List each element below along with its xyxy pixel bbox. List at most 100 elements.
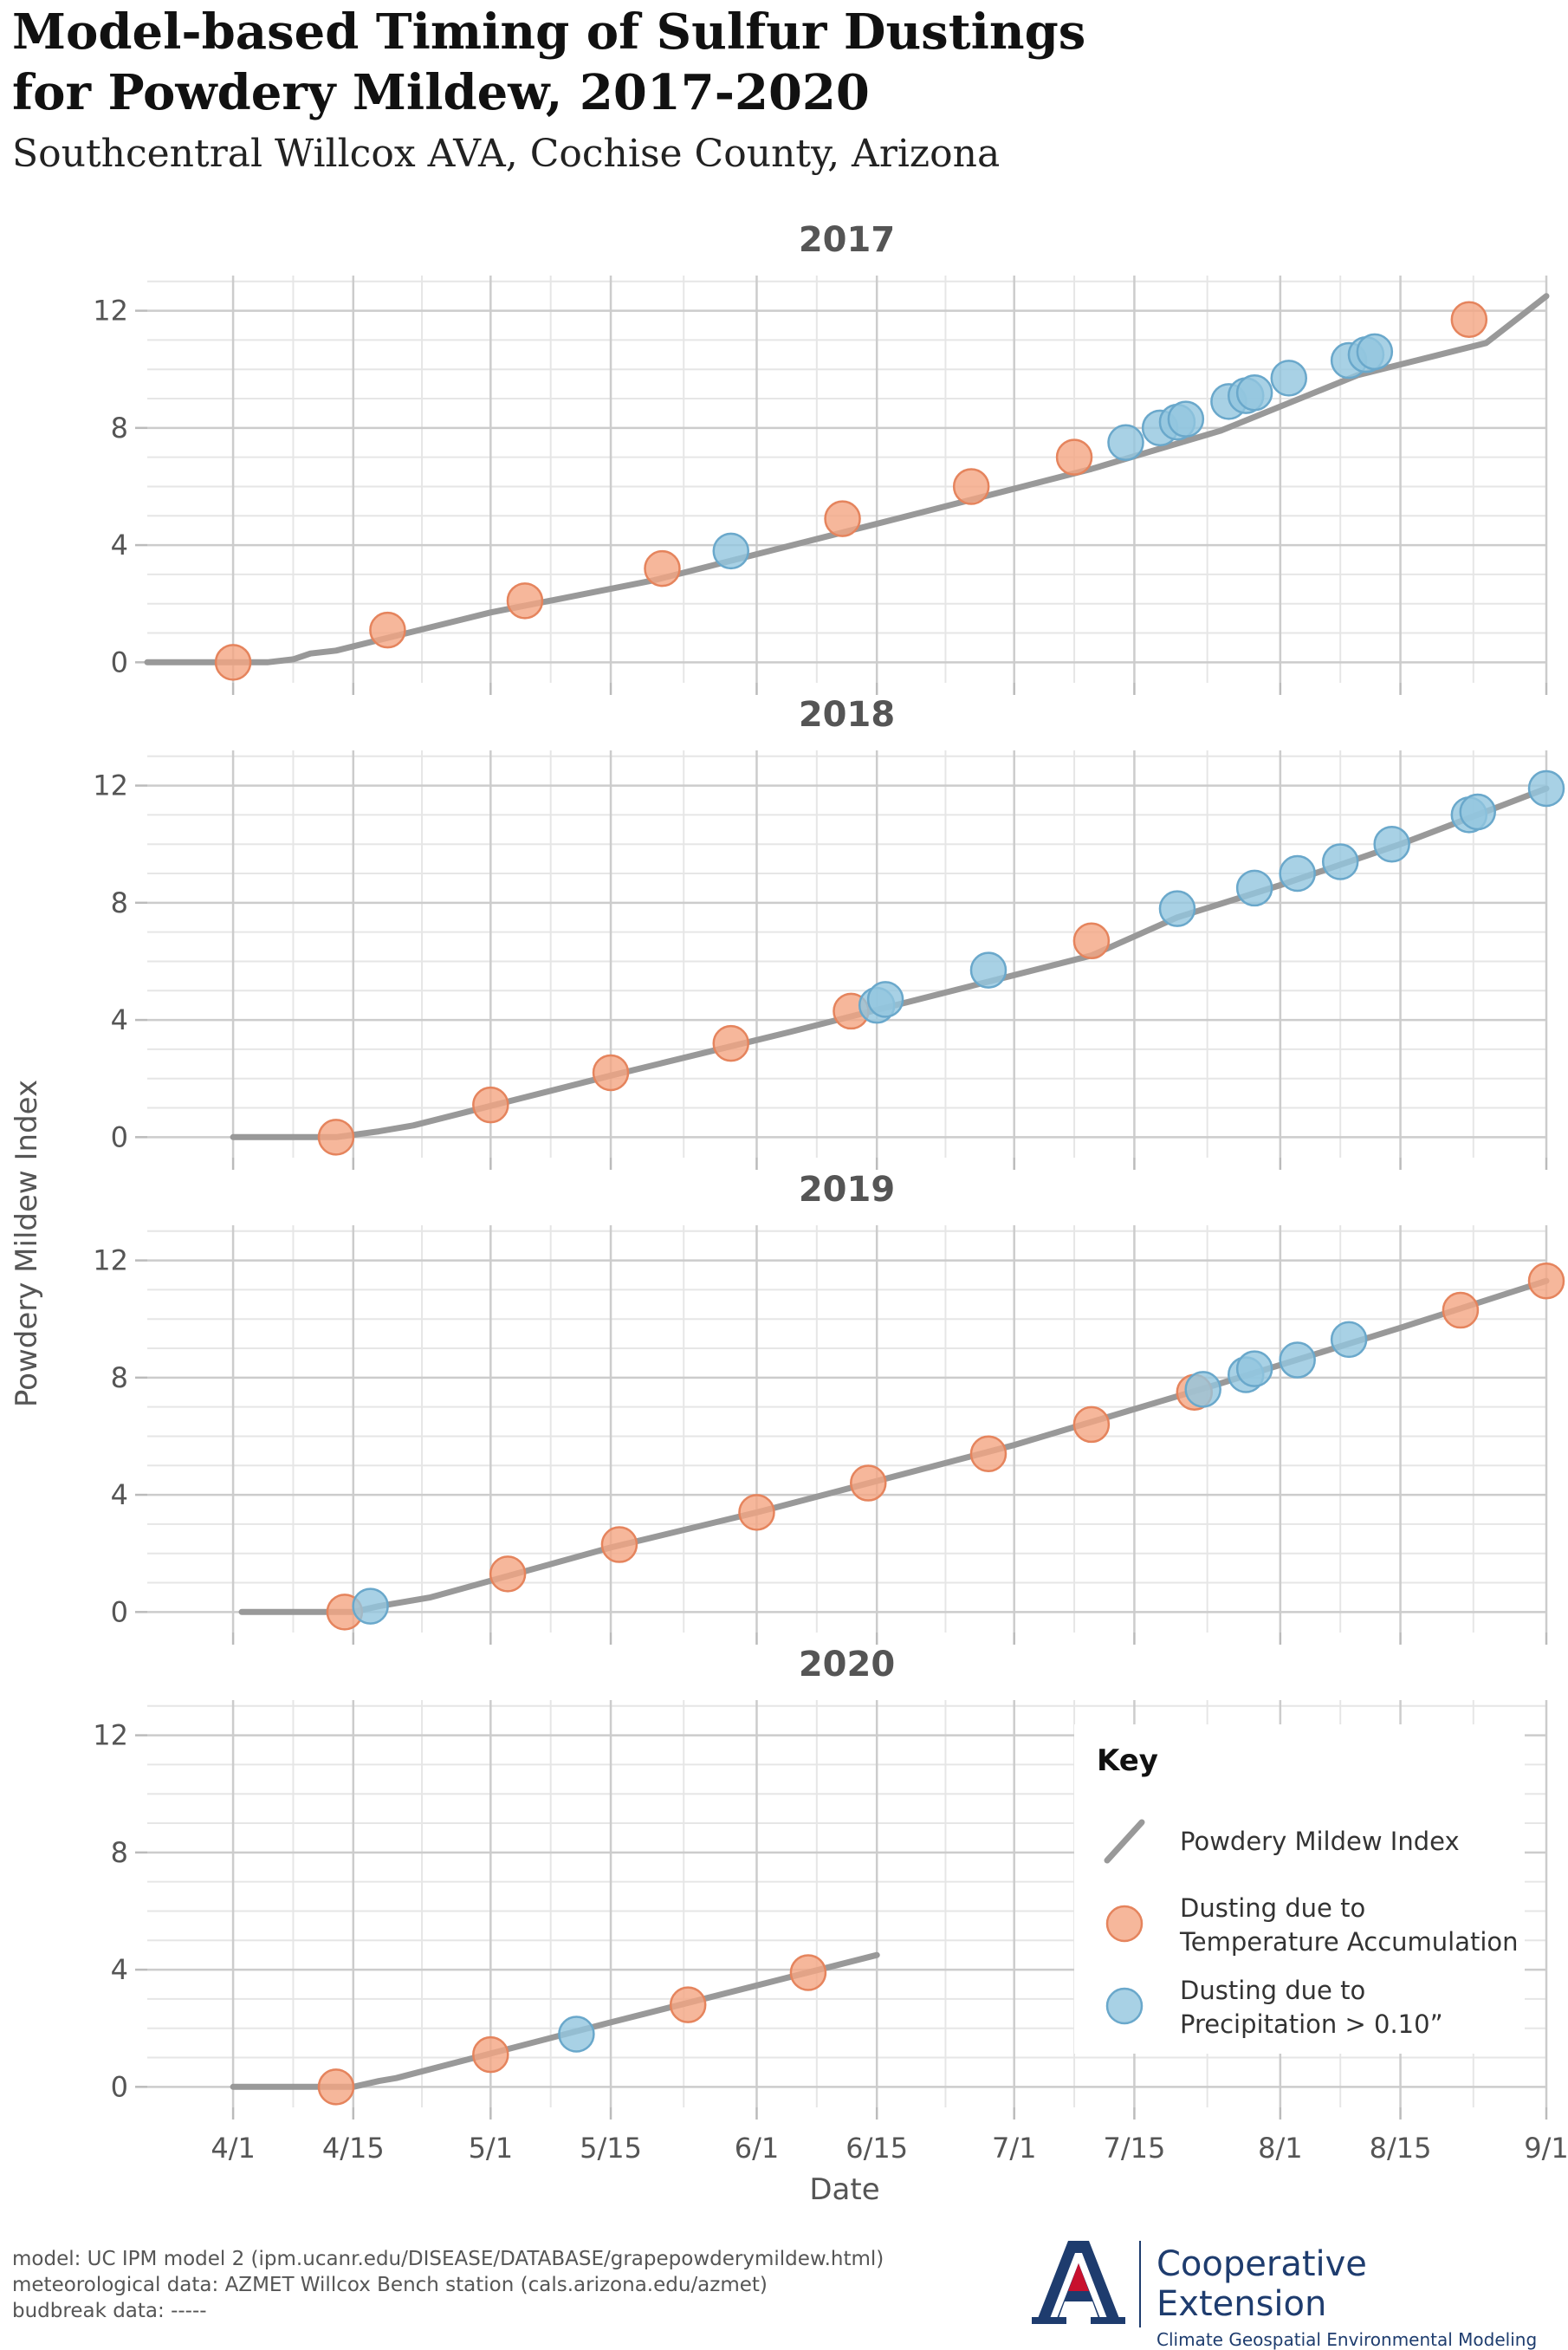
dusting-temperature-point	[952, 468, 990, 505]
logo-divider	[1139, 2241, 1141, 2327]
dusting-precipitation-point	[1235, 869, 1273, 907]
dusting-precipitation-point	[1373, 825, 1410, 863]
legend-label: Dusting due to	[1180, 1976, 1365, 2005]
dusting-precipitation-point	[712, 532, 749, 570]
dusting-temperature-point	[317, 1119, 355, 1156]
dusting-precipitation-point	[1459, 793, 1496, 831]
legend-title: Key	[1097, 1743, 1158, 1778]
chart-title-line1: Model-based Timing of Sulfur Dustings	[12, 3, 1086, 61]
y-tick-label: 4	[111, 1003, 128, 1036]
dusting-precipitation-point	[1356, 333, 1394, 371]
footer-notes: model: UC IPM model 2 (ipm.ucanr.edu/DIS…	[12, 2246, 884, 2324]
university-a-logo-icon	[1032, 2241, 1125, 2324]
dusting-temperature-point	[489, 1555, 527, 1593]
dusting-temperature-point	[669, 1986, 707, 2023]
y-tick-label: 4	[111, 1953, 128, 1986]
y-tick-label: 0	[111, 646, 128, 678]
legend-line-swatch	[1104, 1819, 1145, 1864]
x-tick-label: 6/15	[846, 2132, 908, 2165]
panel-title-2018: 2018	[799, 695, 895, 735]
dusting-precipitation-point	[558, 2016, 595, 2053]
x-tick-label: 6/1	[735, 2132, 780, 2165]
y-tick-label: 12	[93, 769, 128, 802]
dusting-precipitation-point	[1330, 1321, 1368, 1359]
dusting-temperature-point	[1072, 1405, 1111, 1444]
dusting-temperature-point	[1450, 301, 1488, 338]
dusting-temperature-point	[1055, 438, 1093, 476]
logo-name: Cooperative Extension	[1157, 2244, 1367, 2324]
footer-line-met: meteorological data: AZMET Willcox Bench…	[12, 2274, 768, 2296]
dusting-precipitation-point	[866, 981, 904, 1018]
logo-tagline: Climate Geospatial Environmental Modelin…	[1157, 2329, 1538, 2350]
x-tick-label: 8/15	[1370, 2132, 1432, 2165]
dusting-precipitation-point	[1321, 843, 1359, 880]
x-tick-label: 7/15	[1103, 2132, 1165, 2165]
mildew-index-line-2020	[230, 1951, 880, 2090]
y-tick-label: 8	[111, 886, 128, 919]
x-tick-label: 7/1	[992, 2132, 1037, 2165]
legend-box	[1074, 1724, 1525, 2054]
dusting-precipitation-point	[969, 951, 1008, 989]
dusting-precipitation-point	[1167, 400, 1205, 438]
dusting-temperature-point	[472, 2035, 509, 2074]
x-tick-label: 8/1	[1258, 2132, 1303, 2165]
dusting-precipitation-point	[1235, 1350, 1273, 1387]
dusting-temperature-point	[1442, 1291, 1480, 1329]
dusting-temperature-point	[317, 2068, 355, 2106]
dusting-temperature-point	[644, 549, 681, 588]
y-tick-label: 4	[111, 529, 128, 562]
y-tick-label: 12	[93, 1244, 128, 1277]
y-tick-label: 12	[93, 295, 128, 328]
chart-title: Model-based Timing of Sulfur Dustings fo…	[12, 2, 1085, 123]
dusting-precipitation-point	[1107, 424, 1144, 461]
dusting-temperature-point	[506, 582, 544, 620]
dusting-temperature-point	[214, 644, 252, 681]
y-tick-label: 0	[111, 1120, 128, 1153]
y-axis-label: Powdery Mildew Index	[10, 1080, 44, 1407]
y-tick-label: 0	[111, 1595, 128, 1628]
dusting-temperature-point	[600, 1526, 638, 1563]
logo-text: Cooperative Extension Climate Geospatial…	[1157, 2244, 1546, 2350]
legend-label: Dusting due to	[1180, 1893, 1365, 1923]
chart-subtitle: Southcentral Willcox AVA, Cochise County…	[12, 132, 1001, 176]
dusting-temperature-point	[850, 1464, 887, 1502]
dusting-precipitation-point	[1184, 1371, 1221, 1408]
x-tick-label: 4/1	[211, 2132, 256, 2165]
legend-temperature-swatch	[1105, 1905, 1144, 1943]
dusting-temperature-point	[1527, 1262, 1565, 1300]
dusting-precipitation-point	[352, 1587, 389, 1625]
x-tick-label: 9/1	[1524, 2132, 1568, 2165]
y-tick-label: 4	[111, 1478, 128, 1511]
legend-label: Powdery Mildew Index	[1180, 1827, 1460, 1856]
y-tick-label: 12	[93, 1719, 128, 1752]
chart-title-line2: for Powdery Mildew, 2017-2020	[12, 64, 870, 121]
dusting-temperature-point	[824, 500, 861, 537]
y-tick-label: 0	[111, 2070, 128, 2103]
dusting-precipitation-point	[1158, 890, 1196, 927]
y-tick-label: 8	[111, 1836, 128, 1869]
x-tick-label: 5/15	[580, 2132, 642, 2165]
y-tick-label: 8	[111, 412, 128, 445]
dusting-temperature-point	[592, 1054, 630, 1092]
legend-label: Precipitation > 0.10”	[1180, 2009, 1443, 2039]
dusting-temperature-point	[738, 1494, 775, 1531]
panel-title-2017: 2017	[799, 220, 895, 260]
x-axis-label: Date	[809, 2172, 879, 2207]
dusting-precipitation-point	[1270, 360, 1308, 397]
y-tick-label: 8	[111, 1361, 128, 1394]
panel-title-2020: 2020	[799, 1645, 895, 1685]
dusting-temperature-point	[969, 1435, 1008, 1472]
dusting-temperature-point	[789, 1954, 827, 1991]
legend-precipitation-swatch	[1105, 1987, 1144, 2025]
x-tick-label: 4/15	[322, 2132, 385, 2165]
cooperative-extension-logo: Cooperative Extension Climate Geospatial…	[1027, 2234, 1546, 2350]
dusting-temperature-point	[369, 611, 406, 649]
x-tick-label: 5/1	[469, 2132, 514, 2165]
panel-title-2019: 2019	[799, 1170, 895, 1210]
dusting-precipitation-point	[1279, 1341, 1316, 1379]
footer-line-budbreak: budbreak data: -----	[12, 2300, 207, 2322]
dusting-precipitation-point	[1527, 769, 1565, 808]
legend-label: Temperature Accumulation	[1179, 1927, 1519, 1957]
dusting-temperature-point	[712, 1024, 749, 1062]
dusting-temperature-point	[472, 1086, 509, 1124]
